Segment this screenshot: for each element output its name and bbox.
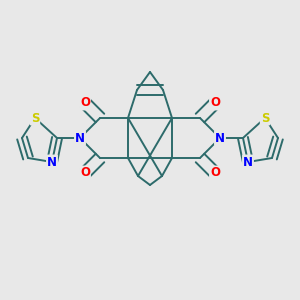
Text: S: S: [31, 112, 39, 124]
Text: O: O: [80, 167, 90, 179]
Text: N: N: [75, 131, 85, 145]
Text: O: O: [80, 97, 90, 110]
Text: N: N: [47, 155, 57, 169]
Text: N: N: [215, 131, 225, 145]
Text: S: S: [261, 112, 269, 124]
Text: O: O: [210, 167, 220, 179]
Text: O: O: [210, 97, 220, 110]
Text: N: N: [243, 155, 253, 169]
